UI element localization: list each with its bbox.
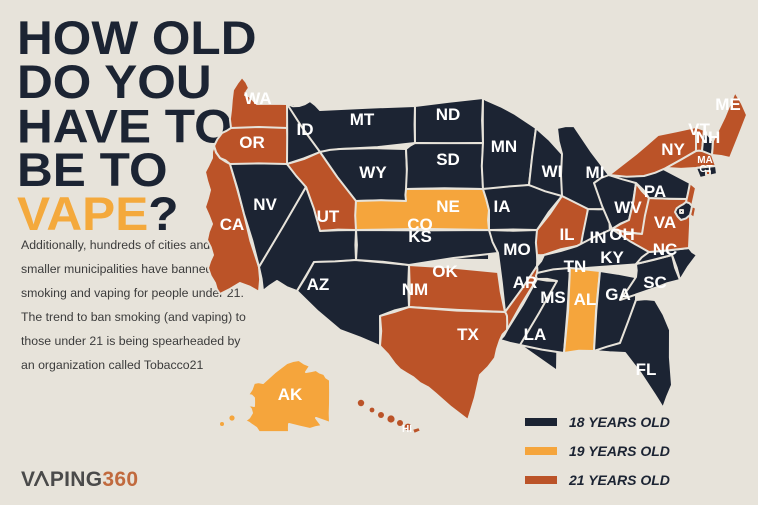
svg-text:WI: WI: [542, 162, 563, 181]
svg-text:MT: MT: [350, 110, 375, 129]
svg-text:CT: CT: [699, 164, 712, 175]
svg-text:VA: VA: [654, 213, 676, 232]
svg-text:FL: FL: [636, 360, 657, 379]
svg-text:NY: NY: [661, 140, 685, 159]
svg-text:AK: AK: [278, 385, 303, 404]
svg-text:HI: HI: [402, 424, 412, 435]
svg-text:NH: NH: [696, 128, 721, 147]
svg-text:ND: ND: [436, 105, 461, 124]
svg-text:GA: GA: [605, 285, 631, 304]
svg-text:TX: TX: [457, 325, 479, 344]
svg-text:NE: NE: [436, 197, 460, 216]
svg-text:LA: LA: [524, 325, 547, 344]
svg-text:MN: MN: [491, 137, 517, 156]
svg-text:UT: UT: [317, 207, 340, 226]
svg-text:OK: OK: [432, 262, 458, 281]
svg-text:SC: SC: [643, 273, 667, 292]
svg-text:KY: KY: [600, 248, 624, 267]
svg-text:AZ: AZ: [307, 275, 330, 294]
svg-text:PA: PA: [644, 182, 666, 201]
svg-text:IN: IN: [590, 228, 607, 247]
svg-text:ID: ID: [297, 120, 314, 139]
svg-text:WA: WA: [244, 89, 271, 108]
svg-text:OR: OR: [239, 133, 265, 152]
svg-text:NC: NC: [653, 240, 678, 259]
svg-text:SD: SD: [436, 150, 460, 169]
svg-text:IA: IA: [494, 197, 511, 216]
svg-text:WY: WY: [359, 163, 387, 182]
svg-text:KS: KS: [408, 227, 432, 246]
svg-text:NV: NV: [253, 195, 277, 214]
svg-text:CA: CA: [220, 215, 245, 234]
svg-text:OH: OH: [609, 225, 635, 244]
svg-text:WV: WV: [614, 198, 642, 217]
svg-text:TN: TN: [564, 257, 587, 276]
svg-text:MO: MO: [503, 240, 530, 259]
svg-text:MI: MI: [586, 163, 605, 182]
svg-text:ME: ME: [715, 95, 741, 114]
svg-text:MS: MS: [540, 288, 566, 307]
svg-text:AR: AR: [513, 273, 538, 292]
svg-text:IL: IL: [559, 225, 574, 244]
svg-text:AL: AL: [574, 290, 597, 309]
svg-text:NM: NM: [402, 280, 428, 299]
